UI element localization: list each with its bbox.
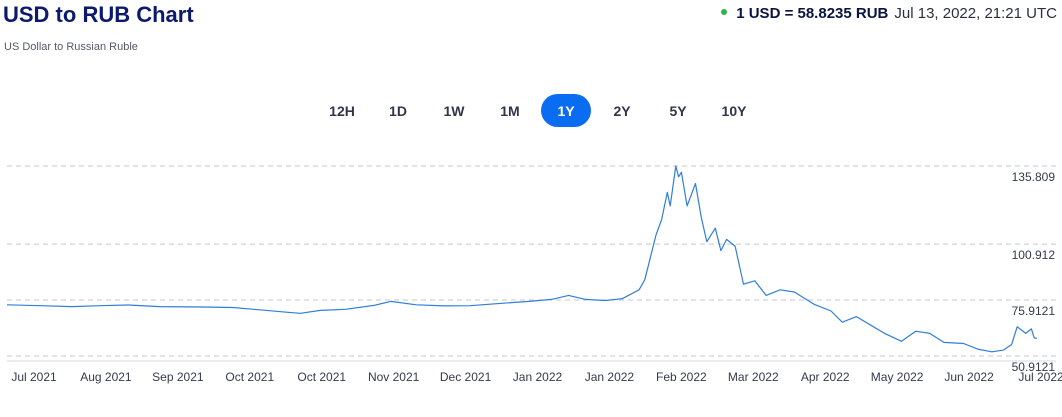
range-button-2y[interactable]: 2Y	[597, 94, 647, 127]
y-tick-label: 135.809	[1012, 170, 1056, 184]
x-tick-label: Oct 2021	[297, 370, 346, 384]
range-button-1d[interactable]: 1D	[373, 94, 423, 127]
x-tick-label: Dec 2021	[440, 370, 492, 384]
x-tick-label: Oct 2021	[225, 370, 274, 384]
range-button-1y[interactable]: 1Y	[541, 94, 591, 127]
x-tick-label: Feb 2022	[656, 370, 707, 384]
x-tick-label: Jun 2022	[944, 370, 994, 384]
range-button-1w[interactable]: 1W	[429, 94, 479, 127]
current-rate: 1 USD = 58.8235 RUB Jul 13, 2022, 21:21 U…	[721, 5, 1057, 22]
series-line	[6, 165, 1038, 353]
y-tick-label: 75.9121	[1012, 304, 1056, 318]
range-button-12h[interactable]: 12H	[317, 94, 367, 127]
y-tick-label: 50.9121	[1012, 360, 1056, 374]
x-tick-label: Mar 2022	[728, 370, 779, 384]
live-indicator-icon	[721, 9, 728, 16]
x-tick-label: Sep 2021	[152, 370, 204, 384]
x-tick-label: Jul 2022	[1018, 370, 1062, 384]
rate-timestamp: Jul 13, 2022, 21:21 UTC	[894, 5, 1057, 22]
range-button-10y[interactable]: 10Y	[709, 94, 759, 127]
rate-value: 1 USD = 58.8235 RUB	[736, 5, 889, 22]
x-tick-label: Jul 2021	[11, 370, 57, 384]
y-tick-label: 100.912	[1012, 248, 1056, 262]
page-title: USD to RUB Chart	[3, 2, 194, 27]
x-tick-label: May 2022	[871, 370, 924, 384]
x-tick-label: Jan 2022	[513, 370, 563, 384]
page-subtitle: US Dollar to Russian Ruble	[4, 41, 138, 53]
x-tick-label: Aug 2021	[80, 370, 132, 384]
time-range-selector: 12H 1D 1W 1M 1Y 2Y 5Y 10Y	[317, 94, 759, 127]
range-button-1m[interactable]: 1M	[485, 94, 535, 127]
x-tick-label: Jan 2022	[585, 370, 635, 384]
x-tick-label: Nov 2021	[368, 370, 420, 384]
range-button-5y[interactable]: 5Y	[653, 94, 703, 127]
x-tick-label: Apr 2022	[801, 370, 850, 384]
